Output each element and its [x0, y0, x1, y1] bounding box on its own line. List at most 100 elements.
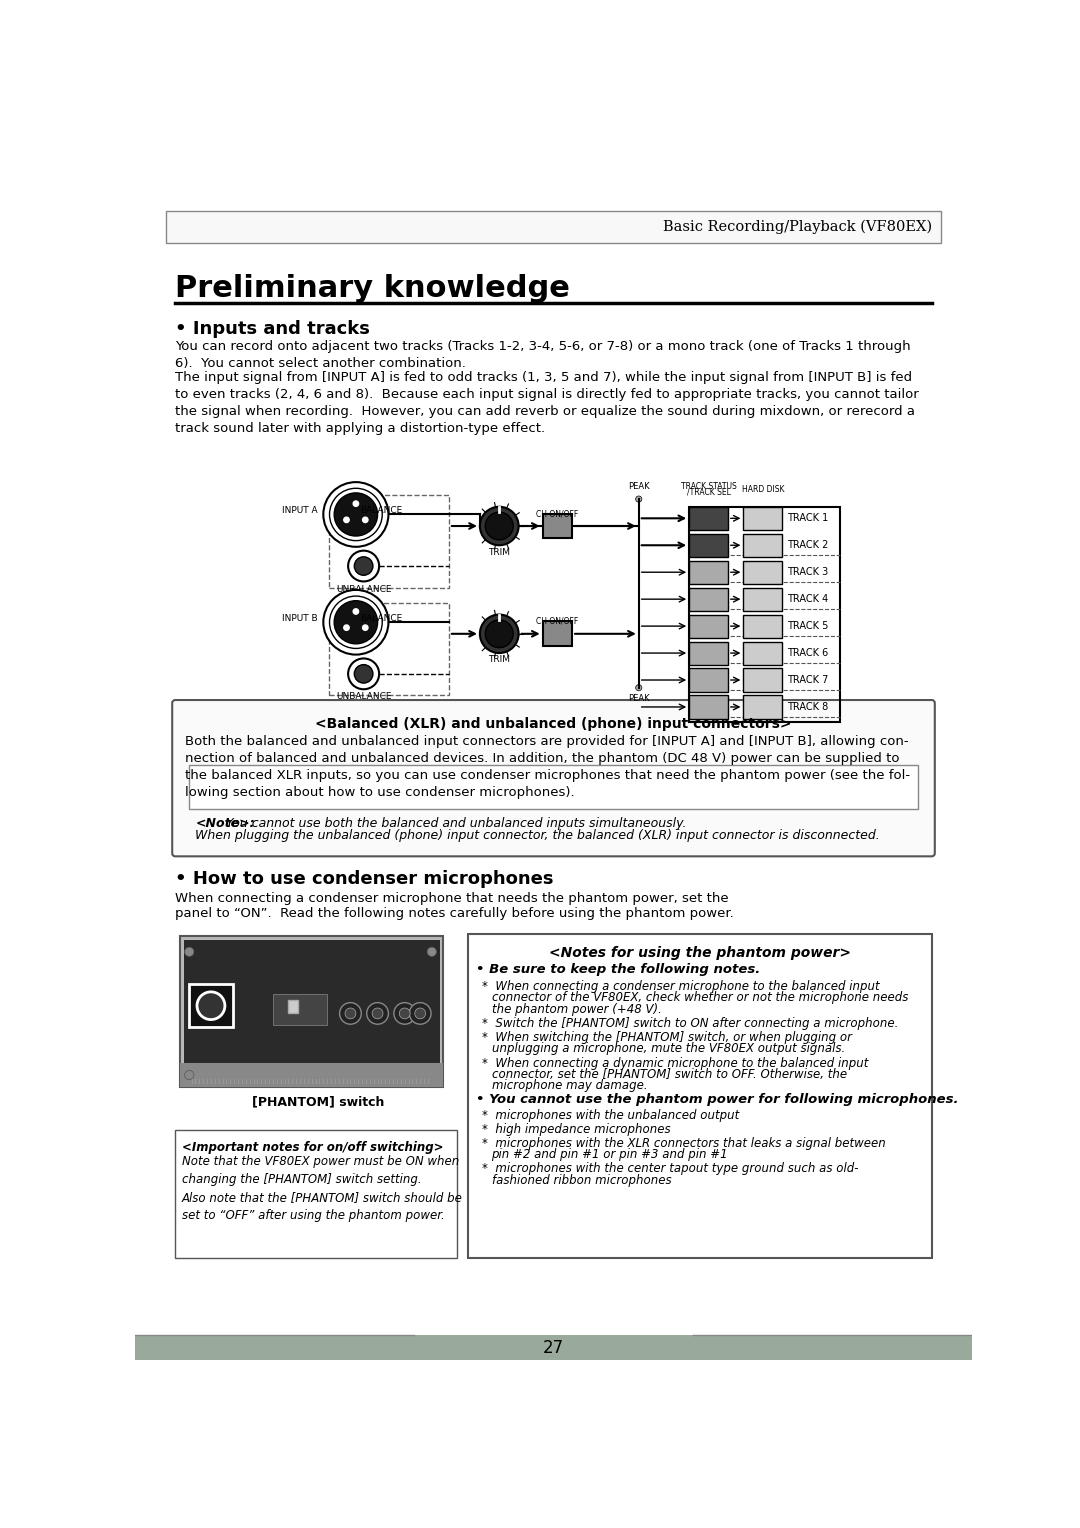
Text: • Inputs and tracks: • Inputs and tracks: [175, 321, 370, 338]
Bar: [743, 614, 782, 637]
Bar: [166, 211, 941, 243]
Text: *  When switching the [PHANTOM] switch, or when plugging or: * When switching the [PHANTOM] switch, o…: [482, 1031, 852, 1044]
Circle shape: [394, 1002, 416, 1024]
Circle shape: [329, 596, 382, 648]
Circle shape: [343, 625, 349, 631]
Bar: [689, 507, 728, 530]
Text: TRACK 6: TRACK 6: [786, 648, 828, 659]
Circle shape: [354, 665, 373, 683]
Text: You can record onto adjacent two tracks (Tracks 1-2, 3-4, 5-6, or 7-8) or a mono: You can record onto adjacent two tracks …: [175, 341, 910, 370]
Text: *  microphones with the XLR connectors that leaks a signal between: * microphones with the XLR connectors th…: [482, 1137, 886, 1151]
Bar: [328, 495, 449, 588]
Circle shape: [343, 516, 349, 523]
Bar: [689, 588, 728, 611]
Text: Basic Recording/Playback (VF80EX): Basic Recording/Playback (VF80EX): [662, 220, 932, 234]
Circle shape: [373, 1008, 383, 1019]
Bar: [469, 934, 932, 1258]
Text: /TRACK SEL: /TRACK SEL: [687, 487, 730, 497]
Text: pin #2 and pin #1 or pin #3 and pin #1: pin #2 and pin #1 or pin #3 and pin #1: [491, 1148, 728, 1161]
Text: • How to use condenser microphones: • How to use condenser microphones: [175, 871, 554, 888]
Text: The input signal from [INPUT A] is fed to odd tracks (1, 3, 5 and 7), while the : The input signal from [INPUT A] is fed t…: [175, 371, 919, 435]
Text: • You cannot use the phantom power for following microphones.: • You cannot use the phantom power for f…: [476, 1093, 959, 1106]
Circle shape: [348, 659, 379, 689]
FancyBboxPatch shape: [172, 700, 935, 856]
Text: 27: 27: [543, 1339, 564, 1357]
Text: TRACK 4: TRACK 4: [786, 594, 828, 604]
Text: fashioned ribbon microphones: fashioned ribbon microphones: [491, 1174, 671, 1187]
Text: connector of the VF80EX, check whether or not the microphone needs: connector of the VF80EX, check whether o…: [491, 992, 908, 1004]
Circle shape: [400, 1008, 410, 1019]
Text: TRACK 7: TRACK 7: [786, 675, 828, 685]
Text: TRIM: TRIM: [488, 547, 510, 556]
Text: TRACK 2: TRACK 2: [786, 541, 828, 550]
Bar: [189, 984, 232, 1027]
Text: • Be sure to keep the following notes.: • Be sure to keep the following notes.: [476, 963, 760, 976]
Circle shape: [348, 550, 379, 582]
Bar: [689, 695, 728, 718]
Bar: [184, 940, 440, 1063]
Text: UNBALANCE: UNBALANCE: [336, 692, 391, 701]
Text: When connecting a condenser microphone that needs the phantom power, set the: When connecting a condenser microphone t…: [175, 892, 733, 905]
Circle shape: [480, 507, 518, 545]
Text: *  When connecting a dynamic microphone to the balanced input: * When connecting a dynamic microphone t…: [482, 1056, 868, 1070]
Bar: [135, 1335, 972, 1360]
Text: BALANCE: BALANCE: [360, 614, 402, 623]
Circle shape: [334, 601, 378, 643]
Circle shape: [428, 947, 436, 957]
Text: connector, set the [PHANTOM] switch to OFF. Otherwise, the: connector, set the [PHANTOM] switch to O…: [491, 1068, 847, 1080]
Text: the phantom power (+48 V).: the phantom power (+48 V).: [491, 1002, 661, 1016]
Bar: [743, 561, 782, 584]
Circle shape: [197, 992, 225, 1019]
Bar: [743, 695, 782, 718]
Text: <Note>:: <Note>:: [195, 817, 255, 830]
Text: HARD DISK: HARD DISK: [742, 484, 784, 494]
Text: panel to “ON”.  Read the following notes carefully before using the phantom powe: panel to “ON”. Read the following notes …: [175, 908, 734, 920]
Bar: [689, 668, 728, 692]
Bar: [743, 588, 782, 611]
Bar: [743, 668, 782, 692]
Bar: [189, 764, 918, 810]
Bar: [689, 561, 728, 584]
Text: You cannot use both the balanced and unbalanced inputs simultaneously.: You cannot use both the balanced and unb…: [227, 817, 687, 830]
Circle shape: [185, 947, 194, 957]
Bar: [180, 937, 444, 1086]
Text: <Balanced (XLR) and unbalanced (phone) input connectors>: <Balanced (XLR) and unbalanced (phone) i…: [315, 717, 792, 730]
Bar: [180, 1063, 444, 1086]
Circle shape: [409, 1002, 431, 1024]
Circle shape: [353, 608, 359, 614]
Text: <Important notes for on/off switching>: <Important notes for on/off switching>: [181, 1141, 443, 1154]
Text: Note that the VF80EX power must be ON when
changing the [PHANTOM] switch setting: Note that the VF80EX power must be ON wh…: [181, 1155, 462, 1222]
Text: UNBALANCE: UNBALANCE: [336, 585, 391, 593]
Circle shape: [345, 1008, 356, 1019]
Text: PEAK: PEAK: [627, 483, 649, 492]
Text: [PHANTOM] switch: [PHANTOM] switch: [252, 1096, 384, 1109]
Bar: [743, 507, 782, 530]
Text: *  high impedance microphones: * high impedance microphones: [482, 1123, 671, 1135]
Text: PEAK: PEAK: [627, 694, 649, 703]
Bar: [689, 642, 728, 665]
Text: unplugging a microphone, mute the VF80EX output signals.: unplugging a microphone, mute the VF80EX…: [491, 1042, 845, 1056]
Circle shape: [636, 497, 642, 503]
Bar: [542, 513, 572, 538]
Bar: [273, 995, 327, 1025]
Circle shape: [323, 590, 389, 654]
Text: Preliminary knowledge: Preliminary knowledge: [175, 274, 570, 303]
Text: TRIM: TRIM: [488, 656, 510, 665]
Circle shape: [185, 1071, 194, 1080]
Text: BALANCE: BALANCE: [360, 506, 402, 515]
Circle shape: [323, 483, 389, 547]
Text: INPUT B: INPUT B: [282, 614, 318, 623]
Text: When plugging the unbalanced (phone) input connector, the balanced (XLR) input c: When plugging the unbalanced (phone) inp…: [195, 830, 880, 842]
Circle shape: [334, 494, 378, 536]
Circle shape: [329, 489, 382, 541]
Text: TRACK 3: TRACK 3: [786, 567, 828, 578]
Text: TRACK 8: TRACK 8: [786, 701, 828, 712]
Bar: [689, 533, 728, 556]
Text: TRACK 5: TRACK 5: [786, 620, 828, 631]
Circle shape: [353, 501, 359, 506]
Text: *  When connecting a condenser microphone to the balanced input: * When connecting a condenser microphone…: [482, 981, 880, 993]
Text: Both the balanced and unbalanced input connectors are provided for [INPUT A] and: Both the balanced and unbalanced input c…: [186, 735, 910, 799]
Bar: [542, 622, 572, 646]
Circle shape: [363, 516, 368, 523]
Bar: [743, 642, 782, 665]
